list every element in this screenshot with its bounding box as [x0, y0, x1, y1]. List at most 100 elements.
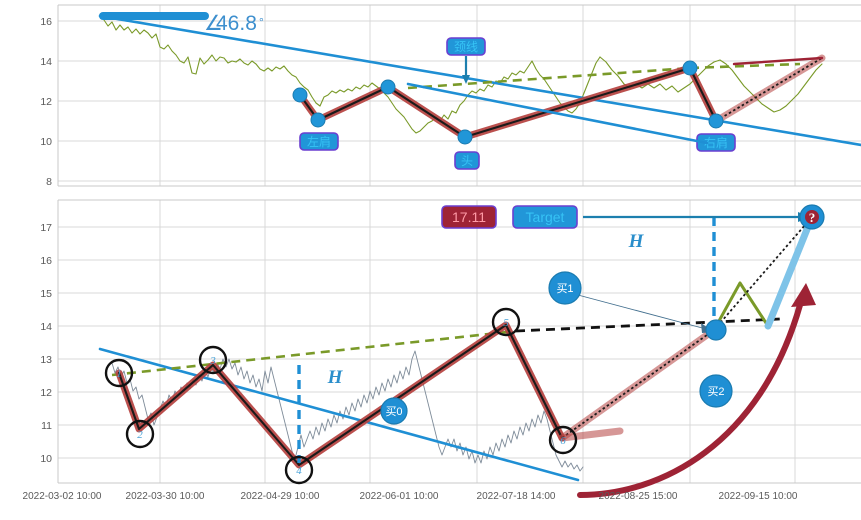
- height-label-right: H: [628, 231, 645, 252]
- target-price-callout[interactable]: 17.11: [441, 205, 497, 229]
- bottom-neckline-extension: [515, 317, 781, 333]
- y-tick-label: 8: [46, 176, 52, 188]
- x-tick-label: 2022-03-02 10:00: [23, 491, 102, 502]
- target-callout[interactable]: Target: [512, 205, 578, 229]
- marker-4-label: 4: [296, 465, 302, 477]
- marker-6-label: 6: [560, 435, 566, 447]
- height-label-left: H: [327, 367, 344, 388]
- angle-symbol: ∠: [204, 12, 223, 35]
- left-shoulder-badge[interactable]: [299, 132, 339, 151]
- buy2-badge[interactable]: [699, 374, 733, 408]
- bullish-curve-arrow: [577, 302, 803, 498]
- head-callout[interactable]: 头: [454, 151, 480, 170]
- pivot-dot-3: [682, 60, 698, 76]
- top-neckline: [407, 66, 691, 90]
- marker-1[interactable]: 1: [104, 358, 134, 388]
- head-label: 头: [461, 154, 473, 168]
- top-downtrend-line: [98, 14, 861, 147]
- buy1-callout[interactable]: 买1: [548, 271, 714, 333]
- neckline-callout[interactable]: 颈线: [446, 37, 486, 84]
- y-tick-label: 16: [40, 16, 52, 28]
- y-tick-label: 17: [40, 222, 52, 234]
- buy0-label: 买0: [385, 405, 402, 418]
- marker-3-label: 3: [209, 355, 216, 367]
- marker-5-label: 5: [503, 317, 509, 329]
- y-tick-label: 16: [40, 255, 52, 267]
- buy1-badge[interactable]: [548, 271, 582, 305]
- y-tick-label: 11: [41, 420, 52, 432]
- x-tick-label: 2022-03-30 10:00: [126, 491, 205, 502]
- buy0-badge[interactable]: [380, 397, 408, 425]
- bottom-projection-halo-2: [558, 427, 624, 442]
- y-tick-label: 14: [40, 56, 52, 68]
- top-chart-panel: 16 14 12 10 8 ∠ 46.8 °: [0, 0, 861, 193]
- buy1-label: 买1: [556, 282, 573, 295]
- marker-2-label: 2: [137, 429, 143, 441]
- buy2-anchor-dot: [705, 319, 727, 341]
- angle-value: 46.8: [216, 12, 257, 35]
- marker-2[interactable]: 2: [125, 419, 155, 449]
- bottom-grid: [58, 200, 861, 483]
- top-chart-svg: 16 14 12 10 8 ∠ 46.8 °: [40, 4, 861, 188]
- bottom-chart-panel: 17 16 15 14 13 12 11 10: [0, 195, 861, 498]
- target-marker-label: ?: [809, 210, 816, 225]
- target-label: Target: [526, 209, 565, 225]
- marker-4[interactable]: 4: [284, 455, 314, 485]
- head-badge[interactable]: [454, 151, 480, 170]
- neckline-badge-label: 颈线: [454, 40, 478, 54]
- bottom-downtrend-line: [98, 347, 580, 482]
- y-tick-label: 12: [40, 387, 52, 399]
- marker-3[interactable]: 3: [198, 345, 228, 375]
- buy2-callout[interactable]: 买2: [699, 319, 733, 408]
- y-tick-label: 10: [40, 136, 52, 148]
- top-grid: [58, 5, 861, 186]
- bottom-projection-halo: [558, 326, 718, 442]
- marker-target-unknown[interactable]: ?: [799, 204, 825, 230]
- top-neck-trendline: [406, 82, 709, 145]
- pivot-dot-head: [457, 129, 473, 145]
- pivot-dot-left-shoulder: [310, 112, 326, 128]
- bullish-arrow-head: [791, 283, 816, 307]
- x-tick-label: 2022-08-25 15:00: [599, 491, 678, 502]
- left-shoulder-label: 左肩: [307, 134, 331, 149]
- target-marker-inner: [805, 210, 819, 224]
- left-shoulder-callout[interactable]: 左肩: [299, 132, 339, 151]
- bottom-projection-core: [561, 329, 715, 439]
- target-price-badge[interactable]: [441, 205, 497, 229]
- x-axis-svg: 2022-03-02 10:00 2022-03-30 10:00 2022-0…: [23, 491, 798, 502]
- marker-1-label: 1: [116, 368, 122, 380]
- target-projection-arrow: [764, 213, 816, 330]
- y-tick-label: 12: [40, 96, 52, 108]
- marker-6[interactable]: 6: [548, 425, 578, 455]
- right-shoulder-badge[interactable]: [696, 133, 736, 152]
- neckline-arrow-head: [462, 75, 470, 84]
- y-tick-label: 13: [40, 354, 52, 366]
- target-price-label: 17.11: [452, 209, 486, 225]
- buy2-label: 买2: [707, 385, 724, 398]
- buy1-leader-line: [577, 294, 707, 330]
- x-tick-label: 2022-09-15 10:00: [719, 491, 798, 502]
- buy0-callout[interactable]: 买0: [380, 397, 408, 425]
- bottom-neckline: [111, 329, 517, 377]
- right-shoulder-callout[interactable]: 右肩: [696, 133, 736, 152]
- pivot-dot-2: [380, 79, 396, 95]
- top-neckline-ext: [689, 62, 801, 70]
- x-axis-panel: 2022-03-02 10:00 2022-03-30 10:00 2022-0…: [0, 485, 861, 520]
- bottom-price-series: [111, 350, 584, 472]
- marker-5[interactable]: 5: [491, 307, 521, 337]
- y-tick-label: 10: [40, 453, 52, 465]
- angle-unit: °: [259, 15, 264, 29]
- bottom-chart-svg: 17 16 15 14 13 12 11 10: [40, 199, 861, 498]
- pivot-dot-1: [292, 87, 308, 103]
- neckline-badge[interactable]: [446, 37, 486, 56]
- pivot-dot-right-shoulder: [708, 113, 724, 129]
- top-price-series: [99, 14, 601, 134]
- x-tick-label: 2022-06-01 10:00: [360, 491, 439, 502]
- y-tick-label: 14: [40, 321, 52, 333]
- target-badge[interactable]: [512, 205, 578, 229]
- top-breakout-line: [732, 56, 824, 66]
- x-tick-label: 2022-07-18 14:00: [477, 491, 556, 502]
- y-tick-label: 15: [40, 288, 52, 300]
- top-y-axis: 16 14 12 10 8: [40, 16, 52, 188]
